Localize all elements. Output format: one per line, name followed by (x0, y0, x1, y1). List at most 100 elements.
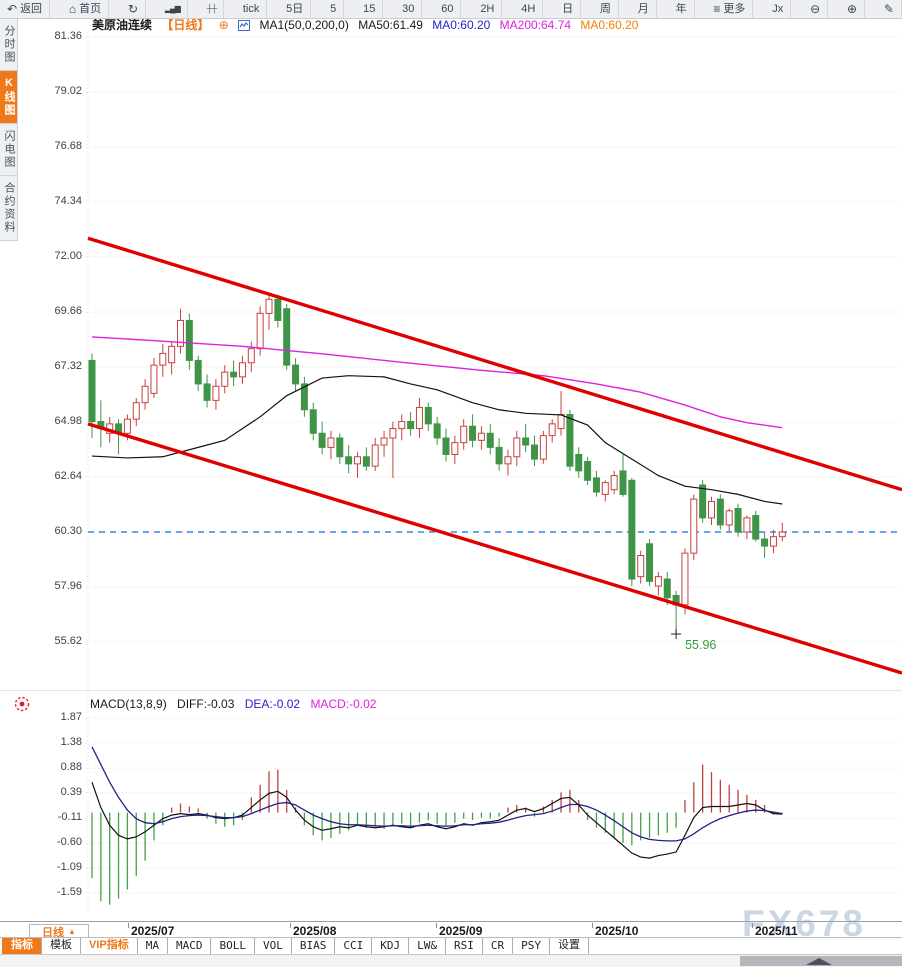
toolbar-candle-settings-button[interactable]: ┼┼ (200, 0, 225, 18)
macd-macd-value: MACD:-0.02 (310, 697, 377, 711)
sidebar-item-lightning-chart[interactable]: 闪电图 (0, 124, 18, 176)
toolbar-period-year-button[interactable]: 年 (669, 0, 695, 18)
low-price-annotation: 55.96 (685, 638, 716, 652)
indicator-tab-指标[interactable]: 指标 (2, 938, 42, 955)
indicator-tab-vol[interactable]: VOL (253, 938, 292, 955)
date-axis-label: 2025/10 (595, 924, 639, 938)
toolbar-period-tick-label: tick (242, 3, 260, 15)
scroll-up-arrow-icon[interactable] (806, 958, 832, 965)
date-tick-mark (436, 923, 437, 928)
toolbar-more-menu-button[interactable]: ≡ 更多 (706, 0, 754, 18)
sidebar-item-kline-chart[interactable]: K线图 (0, 71, 18, 124)
toolbar-period-2h-button[interactable]: 2H (473, 0, 503, 18)
indicator-tab-cci[interactable]: CCI (334, 938, 373, 955)
price-axis-label: 60.30 (54, 524, 82, 537)
macd-axis-label: 0.39 (60, 785, 82, 798)
price-axis-label: 57.96 (54, 579, 82, 592)
macd-axis-label: 1.87 (60, 711, 82, 723)
zoom-in-icon: ⊕ (846, 2, 858, 16)
home-icon: ⌂ (68, 2, 77, 16)
toolbar-period-month-button[interactable]: 月 (631, 0, 657, 18)
toolbar-period-year-label: 年 (675, 3, 687, 15)
sidebar-item-contract-info[interactable]: 合约资料 (0, 176, 18, 241)
indicator-tab-设置[interactable]: 设置 (548, 938, 589, 955)
toolbar-period-tick-button[interactable]: tick (236, 0, 268, 18)
toolbar-zoom-out-button[interactable]: ⊖ (803, 0, 829, 18)
indicator-tab-模板[interactable]: 模板 (41, 938, 81, 955)
macd-dea-value: DEA:-0.02 (244, 697, 301, 711)
macd-axis-label: -0.11 (57, 811, 82, 824)
top-toolbar: ↶ 返回 ⌂ 首页 ↻ ▂▄▆ ┼┼ tick 5日 5 15 30 60 2H 4H 日 周 月 年 ≡ 更多 Jx ⊖ ⊕… (0, 0, 902, 19)
indicator-tab-rsi[interactable]: RSI (444, 938, 483, 955)
date-tick-mark (290, 923, 291, 928)
price-axis-label: 62.64 (54, 469, 82, 482)
price-axis-label: 64.98 (54, 414, 82, 427)
date-tick-mark (128, 923, 129, 928)
price-axis-label: 69.66 (54, 304, 82, 317)
bottom-scrollbar[interactable] (0, 954, 902, 967)
indicator-tab-bias[interactable]: BIAS (290, 938, 336, 955)
sidebar-item-time-chart[interactable]: 分时图 (0, 19, 18, 71)
toolbar-indicator-fx-button[interactable]: Jx (765, 0, 792, 18)
date-axis-label: 2025/11 (755, 924, 798, 938)
price-axis-label: 76.68 (54, 139, 82, 152)
ma50-value: MA50:61.49 (358, 18, 423, 32)
toolbar-period-month-label: 月 (637, 3, 649, 15)
toolbar-period-60min-button[interactable]: 60 (434, 0, 462, 18)
refresh-icon: ↻ (127, 2, 139, 16)
add-indicator-icon[interactable]: ⊕ (218, 18, 229, 32)
indicator-tab-vip指标[interactable]: VIP指标 (80, 938, 138, 955)
indicator-tab-bar: 指标 模板 VIP指标 MA MACD BOLL VOL BIAS CCI KDJ LW& RSI CR… (0, 937, 902, 955)
toolbar-period-week-button[interactable]: 周 (593, 0, 619, 18)
price-axis-label: 81.36 (54, 30, 82, 42)
toolbar-indicator-chart-button[interactable]: ▂▄▆ (158, 0, 188, 18)
indicator-tab-psy[interactable]: PSY (512, 938, 550, 955)
ma0-blue-value: MA0:60.20 (432, 18, 491, 32)
draw-tool-icon: ✎ (883, 2, 894, 16)
indicator-tab-ma[interactable]: MA (136, 938, 168, 955)
toolbar-home-button[interactable]: ⌂ 首页 (62, 0, 110, 18)
toolbar-period-day-label: 4H (521, 3, 536, 15)
indicator-tab-macd[interactable]: MACD (166, 938, 212, 955)
toolbar-period-5d-button[interactable]: 5日 (279, 0, 312, 18)
toolbar-period-15min-label: 15 (363, 3, 376, 15)
date-tick-mark (592, 923, 593, 928)
date-tick-mark (752, 923, 753, 928)
toolbar-zoom-in-button[interactable]: ⊕ (840, 0, 866, 18)
ma-settings-icon[interactable] (238, 20, 251, 35)
macd-axis-label: -1.59 (56, 886, 82, 898)
toolbar-period-15min-button[interactable]: 15 (356, 0, 384, 18)
toolbar-back-button[interactable]: ↶ 返回 (0, 0, 51, 18)
indicator-tab-kdj[interactable]: KDJ (371, 938, 410, 955)
toolbar-more-menu-label: 更多 (723, 3, 746, 15)
left-sidebar: 分时图 K线图 闪电图 合约资料 (0, 19, 18, 241)
toolbar-period-day-button[interactable]: 4H (514, 0, 544, 18)
toolbar-draw-tool-button[interactable]: ✎ (877, 0, 902, 18)
macd-axis-label: -0.60 (56, 835, 82, 848)
macd-axis-label: 0.88 (60, 761, 82, 774)
zoom-out-icon: ⊖ (810, 2, 821, 16)
date-axis-label: 2025/08 (293, 924, 337, 938)
macd-hot-icon[interactable] (13, 695, 31, 713)
toolbar-home-label: 首页 (79, 3, 102, 15)
indicator-chart-icon: ▂▄▆ (164, 4, 181, 13)
ma-settings-label: MA1(50,0,200,0) (259, 18, 349, 32)
indicator-tab-boll[interactable]: BOLL (210, 938, 255, 955)
period-selector-arrow-icon: ▲ (68, 927, 76, 936)
chart-canvas[interactable]: 55.96 (0, 0, 902, 920)
indicator-tab-lw&[interactable]: LW& (408, 938, 446, 955)
macd-diff-value: DIFF:-0.03 (177, 697, 235, 711)
toolbar-period-30min-button[interactable]: 30 (395, 0, 423, 18)
toolbar-period-5d-label: 5日 (286, 3, 304, 15)
symbol-name: 美原油连续 (92, 18, 153, 32)
toolbar-period-daily-label: 日 (562, 3, 574, 15)
indicator-tab-cr[interactable]: CR (481, 938, 514, 955)
toolbar-back-label: 返回 (20, 3, 43, 15)
chart-legend: 美原油连续 【日线】 ⊕ MA1(50,0,200,0) MA50:61.49 … (92, 18, 644, 33)
toolbar-refresh-button[interactable]: ↻ (121, 0, 147, 18)
toolbar-period-5min-button[interactable]: 5 (323, 0, 345, 18)
price-axis-label: 79.02 (54, 84, 82, 97)
toolbar-period-daily-button[interactable]: 日 (555, 0, 582, 18)
date-axis-label: 2025/09 (439, 924, 483, 938)
